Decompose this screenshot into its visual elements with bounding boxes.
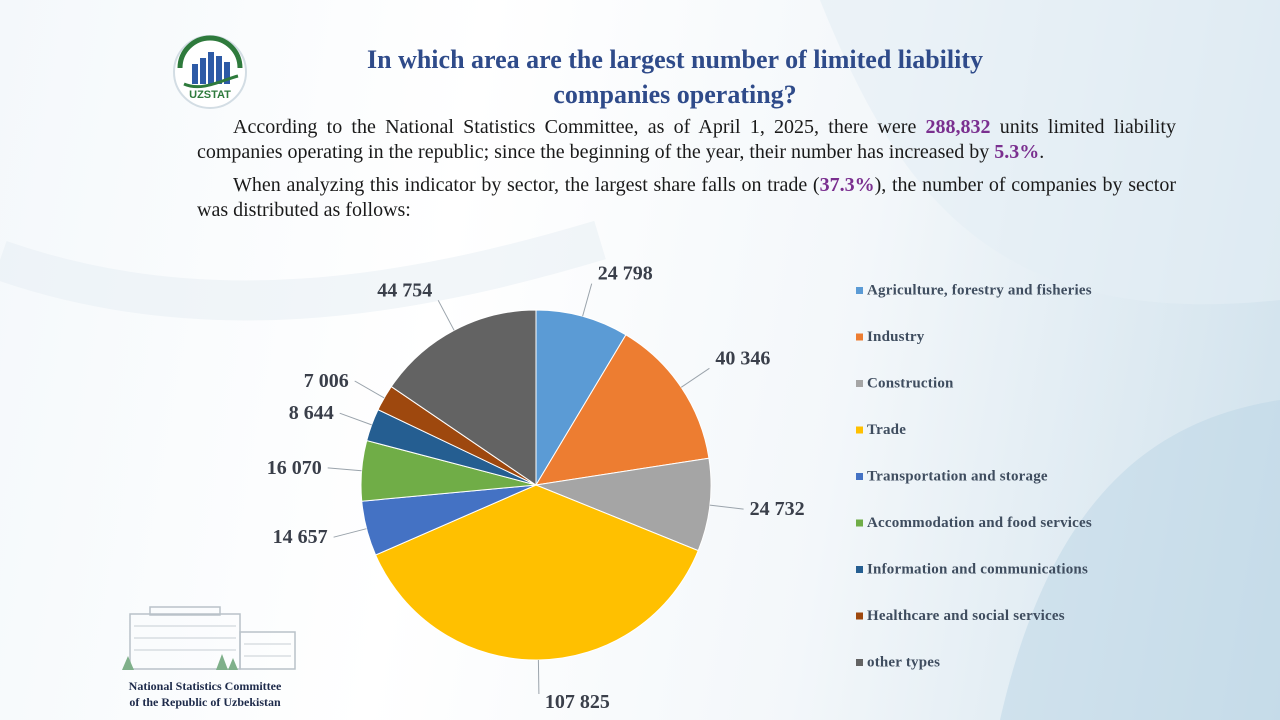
pie-leader-line-1 [680, 367, 710, 388]
pie-data-label-4: 14 657 [273, 526, 328, 548]
title-line-1: In which area are the largest number of … [366, 45, 984, 74]
footer-line-1: National Statistics Committee [128, 679, 282, 693]
pie-leader-line-6 [339, 412, 372, 426]
pie-data-label-1: 40 346 [715, 347, 770, 369]
legend-entry-2: Construction [867, 376, 954, 392]
legend-swatch-5 [856, 519, 863, 527]
pie-data-label-3: 107 825 [545, 691, 610, 713]
legend-swatch-3 [856, 426, 863, 434]
pie-slice-3 [374, 484, 699, 661]
pie-leader-line-3 [537, 659, 540, 695]
paragraph-1: According to the National Statistics Com… [197, 115, 1176, 165]
uzstat-logo-icon: UZSTAT [173, 35, 247, 109]
trade-share: 37.3% [819, 174, 875, 196]
logo-text: UZSTAT [189, 89, 231, 101]
pie-data-label-5: 16 070 [267, 457, 322, 479]
pie-data-label-7: 7 006 [304, 370, 349, 392]
legend-swatch-0 [856, 287, 863, 294]
p1-text-b: units limited liability companies operat… [197, 116, 1176, 163]
legend-entry-7: Healthcare and social services [867, 608, 1065, 624]
p1-text-c: . [1039, 141, 1045, 163]
legend-swatch-4 [856, 473, 863, 480]
legend-entry-3: Trade [867, 422, 906, 438]
pie-leader-line-7 [354, 380, 385, 399]
pie-data-label-0: 24 798 [598, 263, 653, 285]
page-title: In which area are the largest number of … [290, 42, 1060, 112]
pie-leader-line-8 [437, 300, 455, 331]
footer: National Statistics Committee of the Rep… [110, 678, 300, 710]
growth-percent: 5.3% [994, 141, 1040, 163]
footer-line-2: of the Republic of Uzbekistan [129, 695, 281, 709]
legend-entry-5: Accommodation and food services [867, 515, 1092, 531]
pie-leader-line-2 [709, 504, 744, 510]
legend-entry-4: Transportation and storage [867, 469, 1048, 485]
legend-entry-6: Information and communications [867, 562, 1088, 578]
p2-text-a: When analyzing this indicator by sector,… [233, 174, 820, 196]
pie-slice-1 [535, 334, 710, 486]
pie-data-label-2: 24 732 [750, 498, 805, 520]
pie-leader-line-4 [333, 528, 367, 538]
building-icon [122, 606, 296, 670]
legend-swatch-2 [856, 380, 863, 387]
legend-swatch-8 [856, 659, 863, 666]
legend-entry-1: Industry [867, 329, 925, 345]
pie-labels: 24 798 40 346 24 732 107 825 14 657 16 070 8 6… [267, 263, 805, 713]
legend-entry-8: other types [867, 655, 940, 671]
pie-leader-line-0 [582, 283, 593, 317]
pie-slices [360, 309, 712, 661]
chart-legend: Agriculture, forestry and fisheries Indus… [856, 283, 1092, 671]
pie-slice-2 [534, 457, 712, 552]
p2-text-b: ), the number of companies by sector was… [197, 174, 1176, 221]
legend-entry-0: Agriculture, forestry and fisheries [867, 283, 1092, 299]
pie-data-label-8: 44 754 [377, 279, 432, 301]
pie-slice-0 [535, 309, 627, 487]
pie-leader-line-5 [327, 467, 362, 472]
title-line-2: companies operating? [553, 80, 797, 109]
p1-text-a: According to the National Statistics Com… [233, 116, 926, 138]
legend-swatch-6 [856, 566, 863, 573]
pie-data-label-6: 8 644 [289, 402, 334, 424]
paragraph-2: When analyzing this indicator by sector,… [197, 173, 1176, 223]
legend-swatch-1 [856, 333, 863, 341]
body-text: According to the National Statistics Com… [197, 115, 1176, 231]
legend-swatch-7 [856, 612, 863, 620]
company-count: 288,832 [925, 116, 991, 138]
pie-slice-8 [390, 309, 537, 486]
